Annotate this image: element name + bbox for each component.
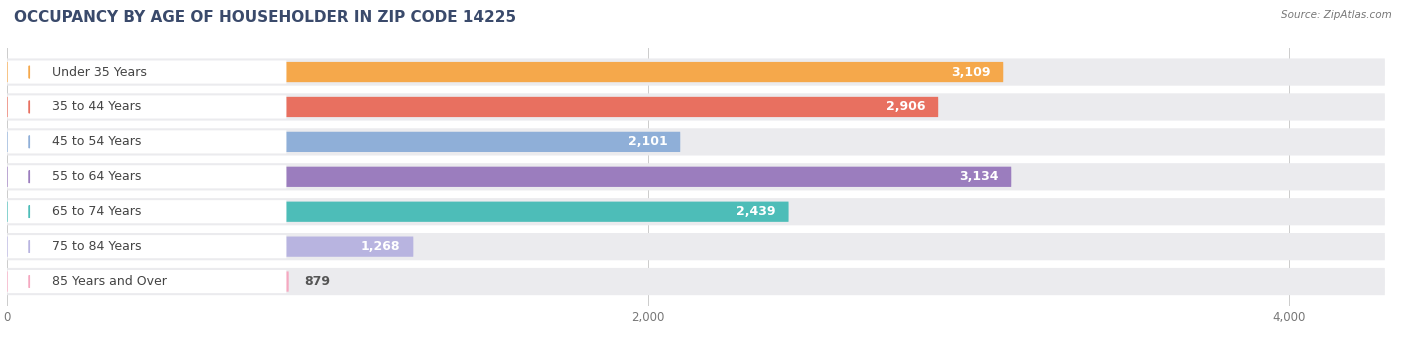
Text: 3,109: 3,109 (950, 66, 990, 79)
Text: 1,268: 1,268 (361, 240, 401, 253)
FancyBboxPatch shape (7, 62, 1004, 82)
FancyBboxPatch shape (7, 235, 287, 258)
FancyBboxPatch shape (7, 58, 1385, 86)
FancyBboxPatch shape (7, 165, 287, 188)
FancyBboxPatch shape (7, 61, 287, 84)
FancyBboxPatch shape (7, 268, 1385, 295)
FancyBboxPatch shape (7, 271, 288, 292)
FancyBboxPatch shape (7, 198, 1385, 225)
FancyBboxPatch shape (7, 163, 1385, 190)
FancyBboxPatch shape (7, 200, 287, 223)
FancyBboxPatch shape (7, 132, 681, 152)
FancyBboxPatch shape (7, 270, 287, 293)
FancyBboxPatch shape (7, 94, 1385, 121)
Text: 85 Years and Over: 85 Years and Over (52, 275, 166, 288)
Text: OCCUPANCY BY AGE OF HOUSEHOLDER IN ZIP CODE 14225: OCCUPANCY BY AGE OF HOUSEHOLDER IN ZIP C… (14, 10, 516, 25)
FancyBboxPatch shape (7, 97, 938, 117)
FancyBboxPatch shape (7, 167, 1011, 187)
Text: 2,906: 2,906 (886, 100, 925, 114)
Text: 35 to 44 Years: 35 to 44 Years (52, 100, 141, 114)
FancyBboxPatch shape (7, 128, 1385, 155)
FancyBboxPatch shape (7, 233, 1385, 260)
Text: Source: ZipAtlas.com: Source: ZipAtlas.com (1281, 10, 1392, 20)
Text: 65 to 74 Years: 65 to 74 Years (52, 205, 141, 218)
Text: 55 to 64 Years: 55 to 64 Years (52, 170, 141, 183)
Text: 879: 879 (305, 275, 330, 288)
FancyBboxPatch shape (7, 96, 287, 119)
Text: 2,101: 2,101 (627, 135, 668, 148)
FancyBboxPatch shape (7, 130, 287, 153)
FancyBboxPatch shape (7, 237, 413, 257)
Text: 45 to 54 Years: 45 to 54 Years (52, 135, 141, 148)
Text: 75 to 84 Years: 75 to 84 Years (52, 240, 141, 253)
Text: 3,134: 3,134 (959, 170, 998, 183)
Text: Under 35 Years: Under 35 Years (52, 66, 146, 79)
Text: 2,439: 2,439 (737, 205, 776, 218)
FancyBboxPatch shape (7, 202, 789, 222)
